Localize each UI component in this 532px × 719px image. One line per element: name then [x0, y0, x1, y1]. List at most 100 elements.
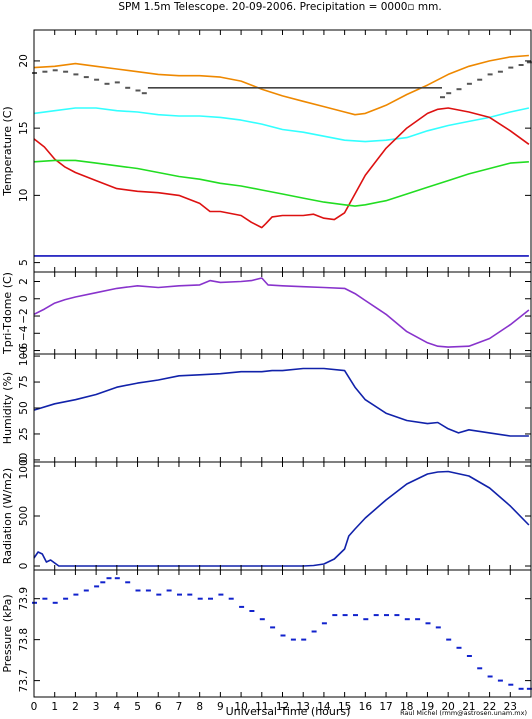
data-point-5-1-23: [259, 618, 265, 621]
data-point-5-1-4: [73, 593, 79, 596]
data-point-1-7-13: [446, 92, 452, 95]
panel-frame: [33, 461, 532, 571]
data-point-5-1-10: [125, 581, 131, 584]
data-point-5-1-3: [63, 597, 69, 600]
x-tick-label: 9: [217, 701, 224, 713]
y-tick-label: 73.7: [18, 669, 30, 692]
y-tick-label: 0: [18, 563, 30, 570]
x-tick-label: 6: [155, 701, 162, 713]
panel-frame: [33, 29, 532, 273]
data-point-1-7-17: [487, 73, 493, 76]
data-point-5-1-24: [270, 626, 276, 629]
series-line-2-1: [33, 277, 530, 348]
y-tick-label: 100: [18, 346, 30, 366]
x-tick-label: 19: [421, 701, 434, 713]
data-point-1-7-9: [125, 86, 131, 89]
x-tick-label: 4: [113, 701, 120, 713]
y-tick-label: 15: [18, 121, 30, 134]
x-tick-label: 17: [379, 701, 392, 713]
y-tick-label: 5: [18, 259, 30, 266]
x-tick-label: 8: [196, 701, 203, 713]
data-point-5-1-46: [497, 679, 503, 682]
data-point-5-1-25: [280, 634, 286, 637]
y-axis-label: Pressure (kPa): [1, 594, 14, 672]
data-point-5-1-32: [353, 614, 358, 617]
data-point-5-1-35: [384, 614, 389, 617]
series-line-4-1: [33, 470, 530, 567]
data-point-5-1-43: [466, 655, 472, 657]
data-point-1-7-7: [104, 82, 110, 85]
data-point-5-1-42: [456, 646, 462, 649]
x-tick-label: 5: [134, 701, 141, 713]
data-point-5-1-12: [145, 589, 151, 592]
data-point-5-1-28: [311, 630, 317, 633]
x-axis-label: Universal Time (hours): [226, 705, 351, 718]
chart-title: SPM 1.5m Telescope. 20-09-2006. Precipit…: [118, 1, 441, 13]
data-point-5-1-49: [526, 687, 532, 690]
x-tick-label: 18: [400, 701, 413, 713]
data-point-1-7-10: [135, 89, 141, 92]
data-point-5-1-38: [415, 618, 421, 621]
x-tick-label: 2: [72, 701, 79, 713]
data-point-5-1-7: [100, 581, 106, 584]
data-point-5-1-40: [435, 626, 441, 629]
x-tick-label: 23: [504, 701, 517, 713]
data-point-5-1-30: [332, 614, 338, 617]
y-tick-label: −2: [18, 308, 30, 323]
y-tick-label: 2: [18, 278, 30, 285]
data-point-5-1-9: [114, 577, 120, 580]
data-point-5-1-45: [487, 675, 493, 678]
series-line-3-1: [33, 367, 529, 437]
data-point-5-1-41: [446, 638, 452, 641]
data-point-5-1-31: [342, 614, 348, 617]
data-point-5-1-1: [42, 597, 48, 600]
data-point-5-1-44: [477, 667, 483, 670]
data-point-5-1-36: [394, 614, 400, 617]
data-point-5-1-6: [94, 585, 100, 588]
y-tick-label: 1000: [18, 453, 30, 480]
y-axis-label: Tpri-Tdome (C): [1, 272, 14, 355]
panel-1: 5 10 15 20 Temperature (C): [1, 29, 532, 273]
panel-4: 0 500 1000 Radiation (W/m2): [1, 453, 532, 571]
x-tick-label: 22: [483, 701, 496, 713]
x-tick-label: 15: [338, 701, 351, 713]
data-point-1-7-15: [466, 82, 472, 85]
data-point-5-1-16: [187, 593, 193, 596]
y-tick-label: 500: [18, 506, 30, 526]
x-tick-label: 20: [441, 701, 454, 713]
data-point-5-1-26: [290, 638, 296, 641]
y-tick-label: 75: [18, 375, 30, 388]
data-point-5-1-27: [301, 638, 307, 641]
data-point-1-7-8: [114, 81, 120, 84]
x-tick-label: 14: [317, 701, 331, 713]
data-point-1-7-20: [518, 64, 524, 66]
x-tick-label: 21: [462, 701, 475, 713]
data-point-1-7-6: [94, 78, 100, 81]
y-tick-label: −6: [18, 342, 30, 358]
credit-text: Raul Michel (rmm@astrosen.unam.mx): [400, 709, 527, 717]
data-point-1-7-11: [141, 92, 147, 95]
x-tick-label: 10: [234, 701, 247, 713]
y-axis-label: Radiation (W/m2): [1, 468, 14, 564]
data-point-5-1-47: [508, 683, 514, 686]
data-point-5-1-39: [425, 622, 431, 625]
y-tick-label: 73.8: [18, 628, 30, 651]
data-point-1-7-2: [52, 69, 58, 72]
panel-frame: [33, 569, 532, 698]
data-point-1-7-5: [83, 76, 89, 79]
x-tick-label: 0: [31, 701, 38, 713]
data-point-1-7-18: [497, 70, 503, 73]
data-point-5-1-18: [208, 597, 213, 600]
data-point-5-1-33: [363, 618, 369, 621]
data-point-5-1-29: [321, 622, 327, 625]
data-point-5-1-21: [239, 605, 245, 608]
y-tick-label: 10: [18, 189, 30, 202]
data-point-5-1-11: [135, 589, 141, 592]
data-point-1-7-4: [73, 73, 79, 76]
panel-2: −6−4 −2 0 2 Tpri-Tdome (C): [1, 271, 532, 358]
data-point-5-1-19: [218, 593, 224, 596]
series-line-1-2: [33, 107, 530, 143]
data-point-1-7-14: [456, 88, 462, 91]
